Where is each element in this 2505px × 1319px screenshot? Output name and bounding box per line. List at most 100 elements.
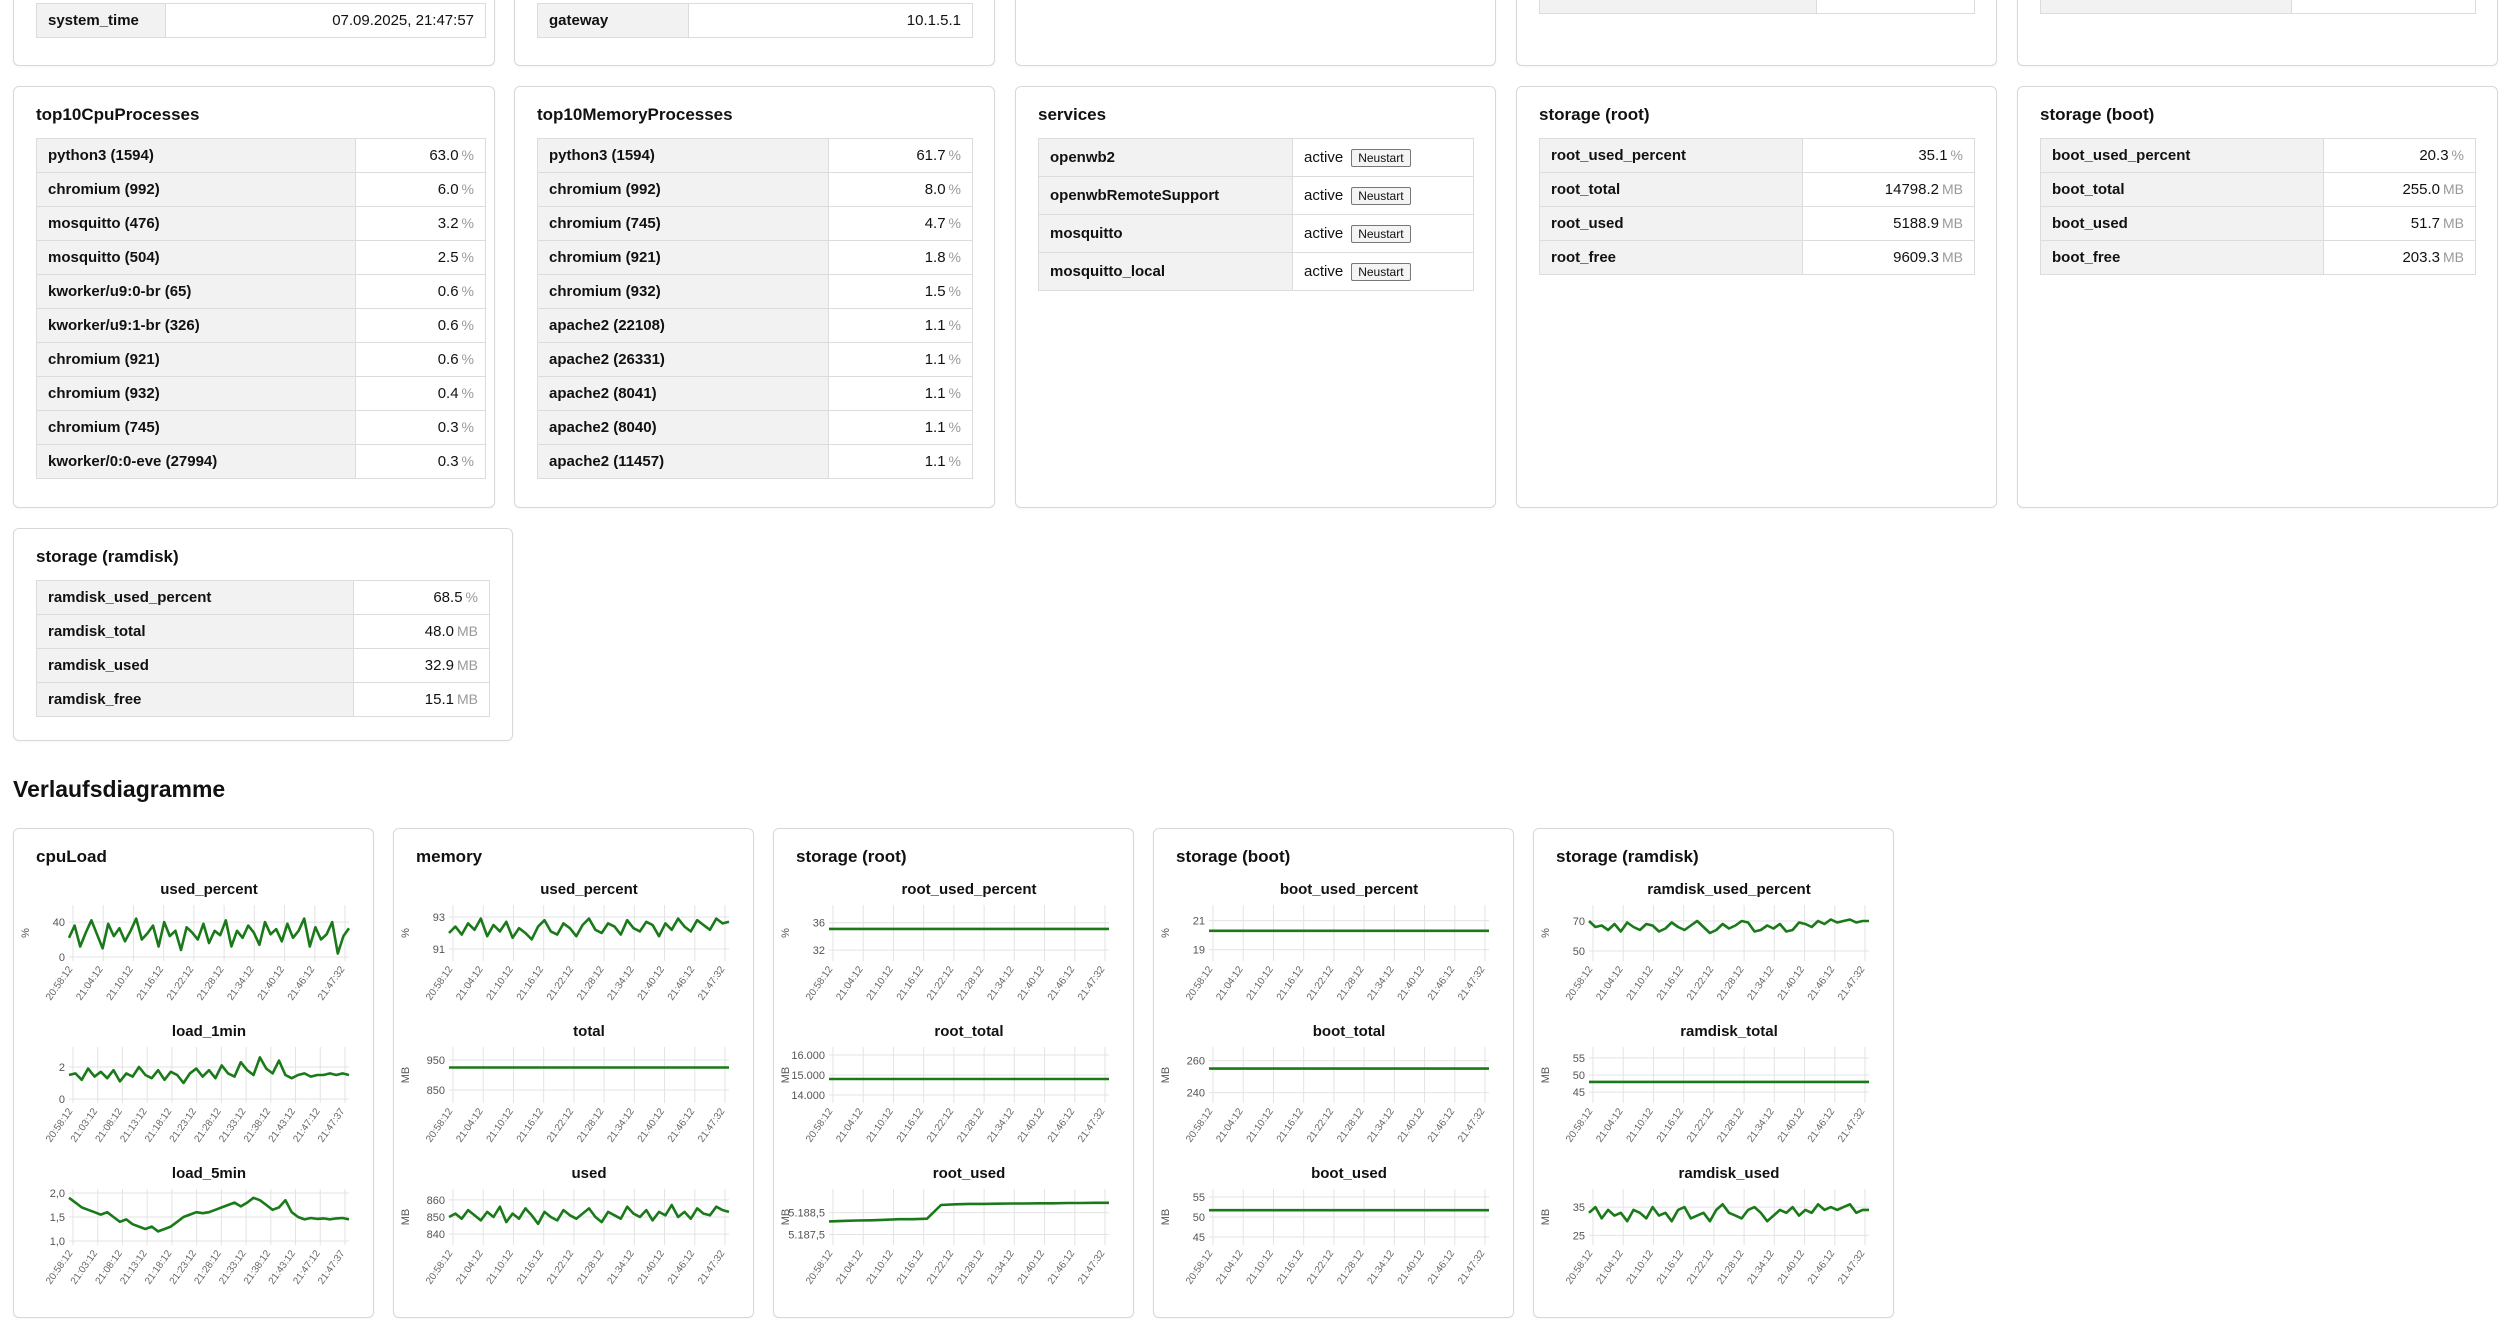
- x-tick-label: 21:10:12: [1625, 1106, 1657, 1145]
- x-tick-label: 20:58:12: [1184, 1248, 1216, 1287]
- row-key: kworker/u9:0-br (65): [36, 274, 356, 309]
- x-tick-label: 21:16:12: [515, 1106, 547, 1145]
- x-tick-label: 20:58:12: [1184, 964, 1216, 1003]
- x-tick-label: 21:40:12: [1016, 1248, 1048, 1287]
- table-row: root_used 5188.9 MB: [1539, 206, 1975, 241]
- row-key: apache2 (22108): [537, 308, 829, 343]
- x-tick-label: 21:46:12: [1806, 1248, 1838, 1287]
- x-tick-label: 21:46:12: [1046, 964, 1078, 1003]
- row-key: chromium (932): [537, 274, 829, 309]
- row-value: 51.7 MB: [2323, 206, 2476, 241]
- x-tick-label: 21:40:12: [1396, 1248, 1428, 1287]
- service-status: active: [1304, 186, 1344, 204]
- row-key: apache2 (11457): [537, 444, 829, 479]
- x-tick-label: 21:16:12: [895, 1248, 927, 1287]
- card-title: services: [1038, 105, 1107, 124]
- value-unit: %: [948, 419, 961, 435]
- y-tick-label: 50: [1573, 946, 1585, 958]
- restart-button[interactable]: Neustart: [1351, 186, 1411, 205]
- x-tick-label: 21:46:12: [1046, 1248, 1078, 1287]
- y-tick-label: 5.187,5: [788, 1229, 825, 1241]
- x-tick-label: 21:10:12: [485, 1106, 517, 1145]
- y-axis-label: MB: [780, 1209, 792, 1226]
- x-tick-label: 21:22:12: [1305, 1248, 1337, 1287]
- x-tick-label: 21:40:12: [1776, 1106, 1808, 1145]
- value-text: 14798.2: [1884, 181, 1939, 198]
- value-unit: %: [2451, 147, 2464, 163]
- value-unit: %: [461, 453, 474, 469]
- x-tick-label: 21:04:12: [1594, 1248, 1626, 1287]
- storage-boot-table: boot_used_percent 20.3% boot_total 255.0 MB b…: [2040, 138, 2476, 275]
- value-text: 20.3: [2419, 147, 2449, 164]
- x-tick-label: 21:10:12: [485, 1248, 517, 1287]
- x-tick-label: 21:28:12: [1335, 964, 1367, 1003]
- value-text: 1.5: [924, 283, 946, 300]
- row-value: 255.0 MB: [2323, 172, 2476, 207]
- x-tick-label: 21:40:12: [1016, 964, 1048, 1003]
- table-row: ramdisk_used 32.9 MB: [36, 648, 490, 683]
- x-tick-label: 21:16:12: [1655, 964, 1687, 1003]
- y-tick-label: 950: [427, 1055, 445, 1067]
- row-key: chromium (992): [537, 172, 829, 207]
- row-value: 15.1 MB: [353, 682, 490, 717]
- table-row: root_total 14798.2 MB: [1539, 172, 1975, 207]
- value-unit: MB: [1942, 249, 1963, 265]
- restart-button[interactable]: Neustart: [1351, 224, 1411, 243]
- chart-svg: root_used_percent20:58:1221:04:1221:10:1…: [780, 881, 1109, 1287]
- row-key: boot_total: [2040, 172, 2324, 207]
- chart-title: boot_used_percent: [1280, 881, 1418, 898]
- table-row: kworker/u9:0-br (65) 0.6%: [36, 274, 486, 309]
- restart-button[interactable]: Neustart: [1351, 148, 1411, 167]
- y-tick-label: 15.000: [791, 1070, 825, 1082]
- series-line: [1588, 1202, 1869, 1223]
- service-row: mosquitto_local active Neustart: [1038, 252, 1474, 291]
- history-section-title: Verlaufsdiagramme: [13, 776, 226, 802]
- x-tick-label: 21:47:32: [1836, 1106, 1868, 1145]
- row-key: ramdisk_used_percent: [36, 580, 354, 615]
- chart-title: root_used_percent: [901, 881, 1036, 898]
- chart-card-title: storage (ramdisk): [1556, 847, 1699, 866]
- restart-button[interactable]: Neustart: [1351, 262, 1411, 281]
- row-key: chromium (745): [537, 206, 829, 241]
- x-tick-label: 21:34:12: [985, 964, 1017, 1003]
- x-tick-label: 21:34:12: [1745, 964, 1777, 1003]
- value-unit: %: [948, 215, 961, 231]
- x-tick-label: 20:58:12: [804, 1248, 836, 1287]
- x-tick-label: 21:04:12: [1214, 964, 1246, 1003]
- table-row: apache2 (11457) 1.1%: [537, 444, 973, 479]
- value-text: 51.7: [2410, 215, 2440, 232]
- row-value: 0.3%: [355, 410, 486, 445]
- value-text: 32.9: [424, 657, 454, 674]
- x-tick-label: 21:10:12: [865, 1106, 897, 1145]
- storage-root-card: storage (root) root_used_percent 35.1% roo…: [1516, 86, 1997, 508]
- table-row: chromium (745) 0.3%: [36, 410, 486, 445]
- x-tick-label: 21:34:12: [225, 964, 257, 1003]
- row-value: 07.09.2025, 21:47:57: [165, 3, 486, 38]
- x-tick-label: 21:04:12: [834, 1248, 866, 1287]
- value-text: 4.7: [924, 215, 946, 232]
- y-axis-label: %: [780, 928, 792, 938]
- y-axis-label: MB: [1540, 1067, 1552, 1084]
- x-tick-label: 21:22:12: [1305, 964, 1337, 1003]
- row-key: root_used_percent: [1539, 138, 1803, 173]
- y-tick-label: 14.000: [791, 1090, 825, 1102]
- x-tick-label: 21:16:12: [895, 964, 927, 1003]
- value-unit: %: [461, 317, 474, 333]
- x-tick-label: 21:34:12: [1745, 1248, 1777, 1287]
- x-tick-label: 21:46:12: [666, 964, 698, 1003]
- x-tick-label: 21:34:12: [605, 1248, 637, 1287]
- value-unit: %: [948, 317, 961, 333]
- value-text: 255.0: [2402, 181, 2440, 198]
- x-tick-label: 21:10:12: [1625, 964, 1657, 1003]
- x-tick-label: 21:46:12: [666, 1248, 698, 1287]
- value-text: 0.3: [437, 419, 459, 436]
- memory-processes-table: python3 (1594) 61.7% chromium (992) 8.0% chr…: [537, 138, 973, 479]
- services-table: openwb2 active Neustart openwbRemoteSupport…: [1038, 138, 1474, 291]
- value-unit: %: [461, 215, 474, 231]
- row-key: mosquitto (476): [36, 206, 356, 241]
- row-key: mosquitto (504): [36, 240, 356, 275]
- x-tick-label: 20:58:12: [424, 964, 456, 1003]
- table-row: apache2 (8040) 1.1%: [537, 410, 973, 445]
- x-tick-label: 20:58:12: [804, 1106, 836, 1145]
- y-axis-label: %: [1540, 928, 1552, 938]
